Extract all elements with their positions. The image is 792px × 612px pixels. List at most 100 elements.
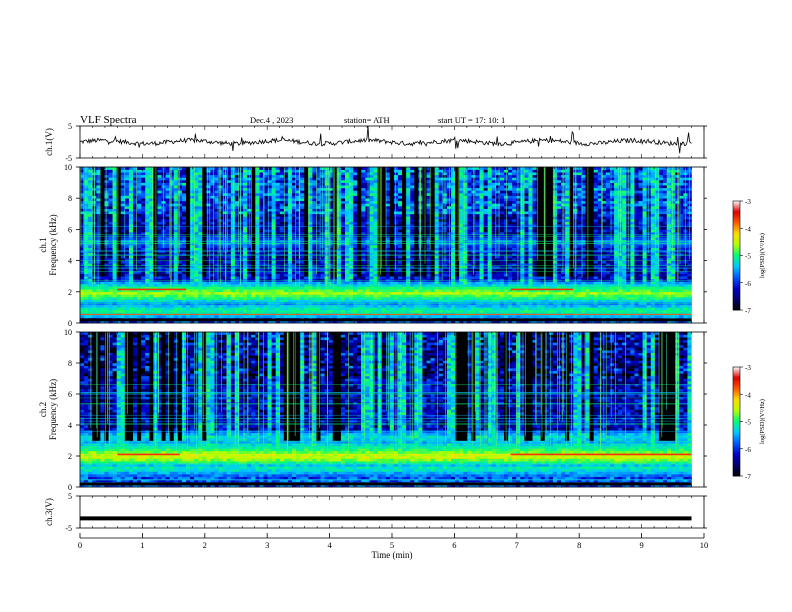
ch1-spectrogram-cell xyxy=(332,268,338,272)
ch1-spectrogram-cell xyxy=(344,273,350,277)
ch1-spectrogram-cell xyxy=(88,216,93,220)
ch1-spectrogram-cell xyxy=(296,187,301,191)
ch1-spectrogram-cell xyxy=(251,273,256,277)
ch1-spectrogram-cell xyxy=(210,297,215,300)
ch1-spectrogram-cell xyxy=(271,216,276,220)
ch1-spectrogram-cell xyxy=(88,232,93,235)
ch1-spectrogram-cell xyxy=(402,258,407,261)
ch1-spectrogram-cell xyxy=(340,224,346,228)
ch1-spectrogram-cell xyxy=(381,273,387,277)
ch1-spectrogram-cell xyxy=(112,260,117,264)
ch1-spectrogram-cell xyxy=(296,307,301,311)
ch1-spectrogram-cell xyxy=(247,208,252,212)
ch1-spectrogram-cell xyxy=(210,315,215,319)
ch1-spectrogram-cell xyxy=(267,195,272,199)
ch1-spectrogram-cell xyxy=(344,216,350,220)
ch1-spectrogram-cell xyxy=(120,291,126,295)
ch1-spectrogram-cell xyxy=(157,255,162,259)
ch1-spectrogram-cell xyxy=(210,299,215,303)
ch1-spectrogram-cell xyxy=(267,169,272,173)
ch1-spectrogram-cell xyxy=(251,206,256,209)
ch1-spectrogram-cell xyxy=(263,245,268,248)
ch1-spectrogram-cell xyxy=(397,310,403,313)
ch1-spectrogram-cell xyxy=(128,216,134,220)
ch1-spectrogram-cell xyxy=(279,172,285,176)
ch1-spectrogram-cell xyxy=(141,167,146,170)
ch1-spectrogram-cell xyxy=(328,219,334,222)
ch1-spectrogram-cell xyxy=(320,310,325,313)
ch1-spectrogram-cell xyxy=(279,247,285,251)
ch1-spectrogram-cell xyxy=(153,315,158,319)
ch1-spectrogram-cell xyxy=(181,252,187,256)
ch1-spectrogram-cell xyxy=(316,299,321,303)
ch1-spectrogram-cell xyxy=(267,221,272,225)
ch1-spectrogram-cell xyxy=(234,206,240,209)
ch1-spectrogram-cell xyxy=(80,208,85,212)
ch1-spectrogram-cell xyxy=(279,258,285,261)
ch1-spectrogram-cell xyxy=(145,216,150,220)
ch1-spectrogram-cell xyxy=(92,284,97,287)
ch1-spectrogram-cell xyxy=(222,252,228,256)
ch1-spectrogram-cell xyxy=(397,252,403,256)
ch1-spectrogram-cell xyxy=(259,190,264,194)
ch1-spectrogram-cell xyxy=(287,320,293,324)
ch1-spectrogram-cell xyxy=(251,320,256,324)
ch1-spectrogram-cell xyxy=(389,265,395,269)
ch1-spectrogram-cell xyxy=(251,284,256,287)
ch1-spectrogram-cell xyxy=(263,167,268,170)
ch1-spectrogram-cell xyxy=(291,167,297,170)
ch1-spectrogram-cell xyxy=(80,182,85,186)
ch1-spectrogram-cell xyxy=(316,271,321,274)
ch1-spectrogram-cell xyxy=(210,289,215,293)
ch1-spectrogram-cell xyxy=(116,187,122,191)
ch1-spectrogram-cell xyxy=(255,216,260,220)
ch1-spectrogram-cell xyxy=(255,294,260,298)
ch1-spectrogram-cell xyxy=(393,281,399,285)
ch1-spectrogram-cell xyxy=(190,182,195,186)
ch1-spectrogram-cell xyxy=(96,226,101,230)
ch1-spectrogram-cell xyxy=(300,289,305,293)
ch1-spectrogram-cell xyxy=(312,182,317,186)
ch1-spectrogram-cell xyxy=(344,281,350,285)
ch1-spectrogram-cell xyxy=(381,203,387,207)
ch1-spectrogram-cell xyxy=(239,265,244,269)
ch1-spectrogram-cell xyxy=(271,226,276,230)
ch1-spectrogram-cell xyxy=(340,208,346,212)
ch1-spectrogram-cell xyxy=(377,198,382,202)
ch1-spectrogram-cell xyxy=(149,255,154,259)
ch1-spectrogram-cell xyxy=(291,187,297,191)
ch1-spectrogram-cell xyxy=(214,185,219,189)
ch1-spectrogram-cell xyxy=(369,180,374,183)
ch1-spectrogram-cell xyxy=(259,232,264,235)
ch1-spectrogram-cell xyxy=(324,167,329,170)
ch1-spectrogram-cell xyxy=(291,315,297,319)
ch1-spectrogram-cell xyxy=(361,187,366,191)
ch1-spectrogram-cell xyxy=(291,299,297,303)
ch1-spectrogram-cell xyxy=(100,268,105,272)
ch1-spectrogram-cell xyxy=(230,271,236,274)
ch1-spectrogram-cell xyxy=(243,294,248,298)
ch1-spectrogram-cell xyxy=(328,255,334,259)
ch1-spectrogram-cell xyxy=(173,190,179,194)
ch1-spectrogram-cell xyxy=(332,226,338,230)
ch1-spectrogram-cell xyxy=(198,180,203,183)
ch1-spectrogram-cell xyxy=(291,237,297,241)
ch1-spectrogram-cell xyxy=(206,271,211,274)
ch1-spectrogram-cell xyxy=(128,213,134,217)
ch1-spectrogram-cell xyxy=(230,289,236,293)
ch1-spectrogram-cell xyxy=(96,263,101,267)
ch1-spectrogram-cell xyxy=(239,291,244,295)
ch1-spectrogram-cell xyxy=(214,271,219,274)
ch1-spectrogram-cell xyxy=(397,182,403,186)
ch1-spectrogram-cell xyxy=(316,226,321,230)
ch1-spectrogram-cell xyxy=(389,224,395,228)
ch1-spectrogram-cell xyxy=(275,185,281,189)
ch1-spectrogram-cell xyxy=(116,281,122,285)
ch1-spectrogram-cell xyxy=(186,172,191,176)
ch1-spectrogram-cell xyxy=(165,232,170,235)
ch1-spectrogram-cell xyxy=(308,203,313,207)
ch1-spectrogram-cell xyxy=(402,265,407,269)
ch1-spectrogram-cell xyxy=(80,289,85,293)
ch1-spectrogram-cell xyxy=(169,271,175,274)
ch1-spectrogram-cell xyxy=(377,177,382,181)
